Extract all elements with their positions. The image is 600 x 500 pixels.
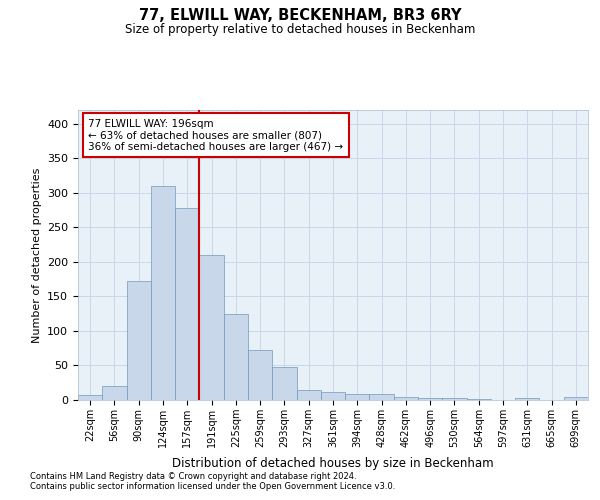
Text: Contains HM Land Registry data © Crown copyright and database right 2024.: Contains HM Land Registry data © Crown c… — [30, 472, 356, 481]
Bar — [199, 255, 224, 400]
Text: Contains public sector information licensed under the Open Government Licence v3: Contains public sector information licen… — [30, 482, 395, 491]
Bar — [564, 397, 588, 400]
Bar — [515, 398, 539, 400]
Y-axis label: Number of detached properties: Number of detached properties — [32, 168, 41, 342]
Bar — [321, 392, 345, 400]
Text: Size of property relative to detached houses in Beckenham: Size of property relative to detached ho… — [125, 22, 475, 36]
Bar — [127, 281, 151, 400]
Bar — [296, 390, 321, 400]
Bar — [345, 394, 370, 400]
Bar — [272, 367, 296, 400]
Bar — [394, 396, 418, 400]
Bar — [78, 395, 102, 400]
Text: Distribution of detached houses by size in Beckenham: Distribution of detached houses by size … — [172, 458, 494, 470]
Bar — [175, 208, 199, 400]
Bar — [248, 350, 272, 400]
Bar — [442, 398, 467, 400]
Text: 77 ELWILL WAY: 196sqm
← 63% of detached houses are smaller (807)
36% of semi-det: 77 ELWILL WAY: 196sqm ← 63% of detached … — [88, 118, 343, 152]
Bar — [370, 394, 394, 400]
Text: 77, ELWILL WAY, BECKENHAM, BR3 6RY: 77, ELWILL WAY, BECKENHAM, BR3 6RY — [139, 8, 461, 22]
Bar — [151, 186, 175, 400]
Bar — [224, 314, 248, 400]
Bar — [418, 398, 442, 400]
Bar — [102, 386, 127, 400]
